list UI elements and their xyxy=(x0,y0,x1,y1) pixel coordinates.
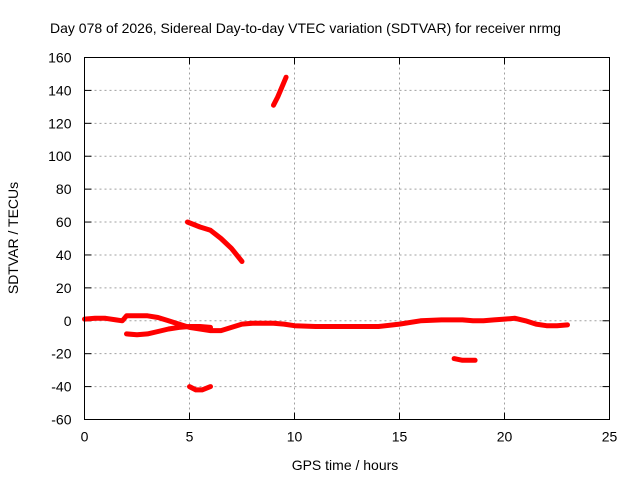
y-tick-label: 80 xyxy=(56,181,72,197)
x-tick-label: 5 xyxy=(186,429,194,445)
data-series xyxy=(82,74,570,393)
series-line-seg-high-peak xyxy=(271,74,289,108)
grid xyxy=(84,57,610,420)
y-tick-label: -60 xyxy=(51,412,71,428)
y-tick-label: 120 xyxy=(48,115,72,131)
y-tick-label: -40 xyxy=(51,379,71,395)
plot-frame xyxy=(84,57,610,420)
chart-title: Day 078 of 2026, Sidereal Day-to-day VTE… xyxy=(50,20,561,36)
y-tick-label: 40 xyxy=(56,247,72,263)
y-tick-label: 0 xyxy=(64,313,72,329)
x-tick-label: 10 xyxy=(287,429,303,445)
y-tick-labels: -60 -40 -20 0 20 40 60 80 100 120 140 160 xyxy=(48,50,72,428)
y-tick-label: -20 xyxy=(51,346,71,362)
series-line-seg-short-negative xyxy=(451,356,478,363)
x-tick-label: 15 xyxy=(392,429,408,445)
axis-ticks xyxy=(84,57,610,420)
series-line-seg-main-baseline xyxy=(82,313,570,334)
y-tick-label: 60 xyxy=(56,214,72,230)
x-tick-label: 25 xyxy=(602,429,618,445)
y-axis-label: SDTVAR / TECUs xyxy=(5,182,21,294)
series-line-seg-dip xyxy=(187,384,213,393)
series-line-seg-descending xyxy=(184,219,245,264)
x-tick-label: 0 xyxy=(81,429,89,445)
y-tick-label: 20 xyxy=(56,280,72,296)
y-tick-label: 160 xyxy=(48,50,72,66)
x-tick-labels: 0 5 10 15 20 25 xyxy=(81,429,618,445)
y-tick-label: 140 xyxy=(48,82,72,98)
x-axis-label: GPS time / hours xyxy=(292,457,399,473)
y-tick-label: 100 xyxy=(48,148,72,164)
series-line-seg-lower-arc xyxy=(124,324,213,338)
x-tick-label: 20 xyxy=(497,429,513,445)
